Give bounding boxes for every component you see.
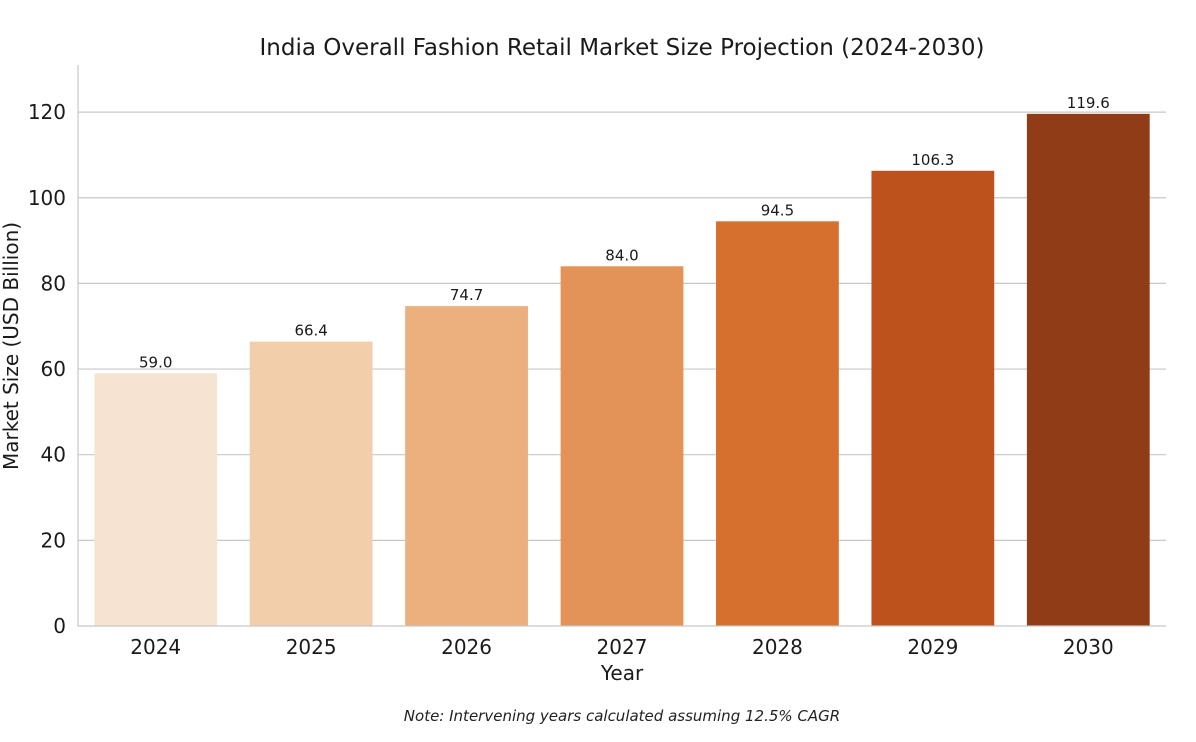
bar-2024 <box>94 373 218 626</box>
chart-title: India Overall Fashion Retail Market Size… <box>260 35 985 61</box>
y-axis-title: Market Size (USD Billion) <box>0 222 23 470</box>
y-tick-labels: 0 20 40 60 80 100 120 <box>28 100 66 638</box>
data-label-2024: 59.0 <box>139 353 172 371</box>
x-axis-title: Year <box>600 661 644 685</box>
bar-2030 <box>1026 113 1150 627</box>
x-tick-labels: 2024 2025 2026 2027 2028 2029 2030 <box>130 635 1113 659</box>
data-label-2028: 94.5 <box>761 201 794 219</box>
y-tick-label: 100 <box>28 186 66 210</box>
data-label-2030: 119.6 <box>1067 94 1110 112</box>
y-tick-label: 60 <box>41 357 66 381</box>
x-tick-label: 2028 <box>752 635 803 659</box>
x-tick-label: 2027 <box>597 635 648 659</box>
data-label-2027: 84.0 <box>605 246 638 264</box>
data-label-2026: 74.7 <box>450 286 483 304</box>
data-labels: 59.0 66.4 74.7 84.0 94.5 106.3 119.6 <box>139 94 1110 372</box>
x-tick-label: 2029 <box>907 635 958 659</box>
bar-2025 <box>249 341 373 626</box>
data-label-2025: 66.4 <box>294 322 327 340</box>
bar-2027 <box>560 266 684 626</box>
bar-2029 <box>871 170 995 626</box>
bar-2028 <box>716 221 839 627</box>
x-tick-label: 2025 <box>286 635 337 659</box>
y-tick-label: 20 <box>41 528 66 552</box>
x-tick-label: 2030 <box>1063 635 1114 659</box>
data-label-2029: 106.3 <box>911 151 954 169</box>
bar-2026 <box>405 306 528 626</box>
footnote: Note: Intervening years calculated assum… <box>404 707 840 725</box>
y-tick-label: 0 <box>53 614 66 638</box>
x-tick-label: 2026 <box>441 635 492 659</box>
y-tick-label: 40 <box>41 443 66 467</box>
bars <box>94 113 1150 627</box>
y-tick-label: 80 <box>41 271 66 295</box>
y-tick-label: 120 <box>28 100 66 124</box>
x-tick-label: 2024 <box>130 635 181 659</box>
